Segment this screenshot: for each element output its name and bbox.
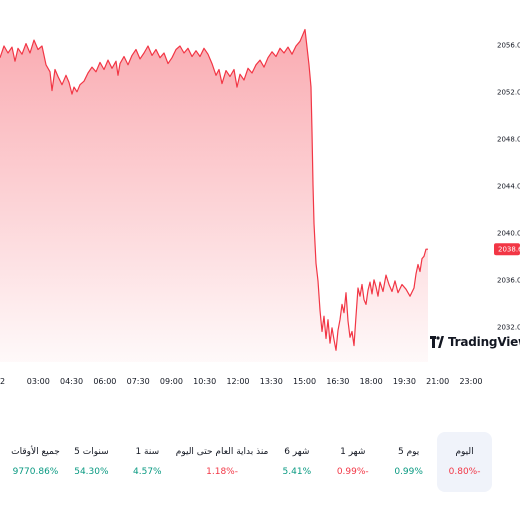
period-change-value: 54.30% <box>74 467 109 477</box>
period-tab[interactable]: 6 شهر 5.41% <box>269 432 324 492</box>
performance-periods: اليوم 0.80%- 5 يوم 0.99% 1 شهر 0.99%- 6 شهر 5.4… <box>8 432 492 492</box>
y-tick-label: 2056.00 <box>497 41 520 49</box>
period-change-value: 0.99% <box>394 467 423 477</box>
x-tick-label: 19:30 <box>393 377 416 386</box>
period-tab[interactable]: منذ بداية العام حتى اليوم 1.18%- <box>176 432 269 492</box>
x-tick-label: 04:30 <box>60 377 83 386</box>
tradingview-wordmark: TradingView <box>448 335 520 349</box>
period-change-value: 5.41% <box>282 467 312 477</box>
tradingview-watermark[interactable]: TradingView <box>430 331 520 353</box>
y-tick-label: 2052.00 <box>497 88 520 96</box>
period-tab[interactable]: جميع الأوقات 9770.86% <box>8 432 63 492</box>
x-tick-label: 13:30 <box>260 377 283 386</box>
x-tick-label: 03:00 <box>27 377 50 386</box>
period-label: اليوم <box>455 447 474 457</box>
x-tick-label: 12:00 <box>226 377 249 386</box>
period-label: 1 سنة <box>135 447 160 457</box>
y-tick-label: 2036.00 <box>497 276 520 284</box>
chart-canvas[interactable]: 2056.00 2052.00 2048.00 2044.00 2040.00 2036.… <box>0 0 520 400</box>
tradingview-logo-icon <box>430 336 444 348</box>
price-area-fill <box>0 29 428 362</box>
period-label: 1 شهر <box>340 447 366 457</box>
period-label: 5 يوم <box>397 447 420 457</box>
y-tick-label: 2032.00 <box>497 323 520 331</box>
period-label: 5 سنوات <box>74 447 109 457</box>
y-tick-label: 2040.00 <box>497 229 520 237</box>
x-tick-label: 18:00 <box>360 377 383 386</box>
x-tick-label: 10:30 <box>193 377 216 386</box>
last-price-badge <box>494 243 520 256</box>
x-tick-label: 16:30 <box>326 377 349 386</box>
x-tick-label: 15:00 <box>293 377 316 386</box>
period-tab[interactable]: 5 سنوات 54.30% <box>64 432 119 492</box>
period-label: جميع الأوقات <box>11 447 60 457</box>
price-line <box>0 28 428 351</box>
y-tick-label: 2044.00 <box>497 182 520 190</box>
y-tick-label: 2048.00 <box>497 135 520 143</box>
x-tick-label: 07:30 <box>127 377 150 386</box>
x-tick-label: 2 <box>0 377 5 386</box>
period-change-value: 4.57% <box>133 467 162 477</box>
x-tick-label: 21:00 <box>426 377 449 386</box>
price-chart[interactable]: 2056.00 2052.00 2048.00 2044.00 2040.00 2036.… <box>0 0 520 400</box>
period-tab[interactable]: اليوم 0.80%- <box>437 432 492 492</box>
x-tick-label: 09:00 <box>160 377 183 386</box>
period-tab[interactable]: 1 سنة 4.57% <box>120 432 175 492</box>
period-label: منذ بداية العام حتى اليوم <box>175 447 269 457</box>
x-tick-label: 06:00 <box>93 377 116 386</box>
period-change-value: 9770.86% <box>12 467 59 477</box>
period-change-value: 0.99%- <box>336 467 369 477</box>
period-tab[interactable]: 5 يوم 0.99% <box>381 432 436 492</box>
period-change-value: 1.18%- <box>206 467 238 477</box>
x-tick-label: 23:00 <box>459 377 482 386</box>
period-change-value: 0.80%- <box>448 467 481 477</box>
last-price-label: 2038.60 <box>498 246 520 254</box>
period-tab[interactable]: 1 شهر 0.99%- <box>325 432 380 492</box>
period-label: 6 شهر <box>284 447 310 457</box>
